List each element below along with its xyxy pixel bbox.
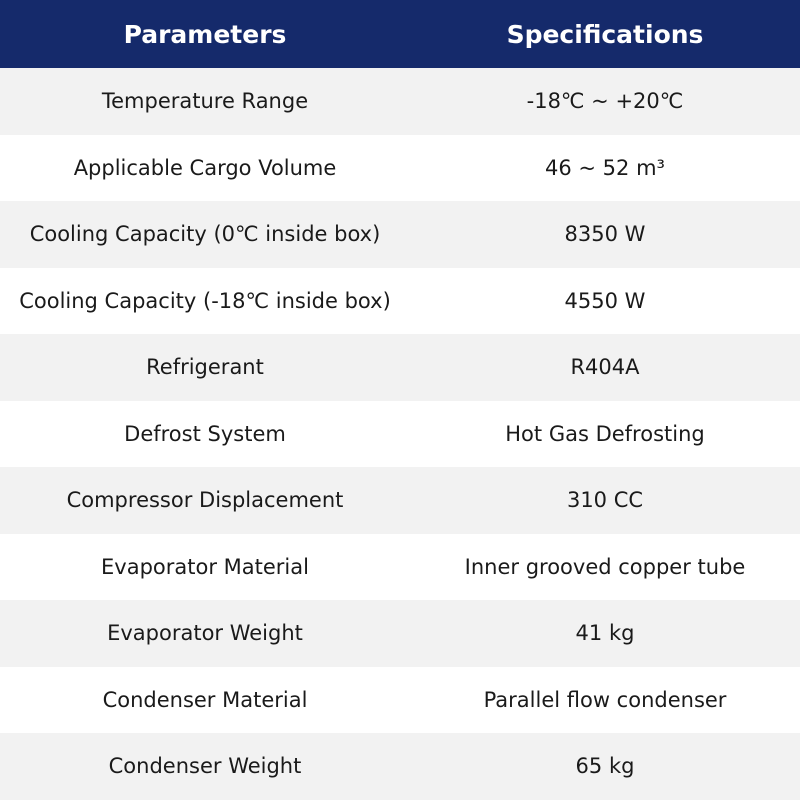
specification-cell: 4550 W <box>410 267 800 334</box>
specification-cell: 8350 W <box>410 201 800 268</box>
specification-cell: Hot Gas Defrosting <box>410 400 800 467</box>
table-row: Applicable Cargo Volume 46 ~ 52 m³ <box>0 134 800 201</box>
header-cell: Parameters <box>0 0 410 68</box>
header-row: Parameters Specifications <box>0 0 800 68</box>
table-row: Cooling Capacity (0℃ inside box) 8350 W <box>0 201 800 268</box>
specification-cell: 65 kg <box>410 733 800 800</box>
parameter-cell: Condenser Material <box>0 666 410 733</box>
parameter-cell: Compressor Displacement <box>0 467 410 534</box>
specification-cell: 41 kg <box>410 600 800 667</box>
parameter-cell: Cooling Capacity (0℃ inside box) <box>0 201 410 268</box>
table-row: Evaporator Material Inner grooved copper … <box>0 533 800 600</box>
parameter-cell: Evaporator Material <box>0 533 410 600</box>
parameter-cell: Defrost System <box>0 400 410 467</box>
parameter-cell: Temperature Range <box>0 68 410 135</box>
specification-cell: Inner grooved copper tube <box>410 533 800 600</box>
parameter-cell: Applicable Cargo Volume <box>0 134 410 201</box>
specification-cell: 310 CC <box>410 467 800 534</box>
table-row: Condenser Material Parallel flow condense… <box>0 666 800 733</box>
parameter-cell: Cooling Capacity (-18℃ inside box) <box>0 267 410 334</box>
table-row: Temperature Range -18℃ ~ +20℃ <box>0 68 800 135</box>
table-body: Temperature Range -18℃ ~ +20℃ Applicable C… <box>0 68 800 800</box>
table-row: Compressor Displacement 310 CC <box>0 467 800 534</box>
table-row: Condenser Weight 65 kg <box>0 733 800 800</box>
table-row: Cooling Capacity (-18℃ inside box) 4550 W <box>0 267 800 334</box>
header-cell: Specifications <box>410 0 800 68</box>
specification-cell: R404A <box>410 334 800 401</box>
specification-cell: -18℃ ~ +20℃ <box>410 68 800 135</box>
parameter-cell: Refrigerant <box>0 334 410 401</box>
specification-cell: 46 ~ 52 m³ <box>410 134 800 201</box>
table-row: Refrigerant R404A <box>0 334 800 401</box>
table-row: Defrost System Hot Gas Defrosting <box>0 400 800 467</box>
specification-cell: Parallel flow condenser <box>410 666 800 733</box>
table-row: Evaporator Weight 41 kg <box>0 600 800 667</box>
parameter-cell: Evaporator Weight <box>0 600 410 667</box>
parameter-cell: Condenser Weight <box>0 733 410 800</box>
